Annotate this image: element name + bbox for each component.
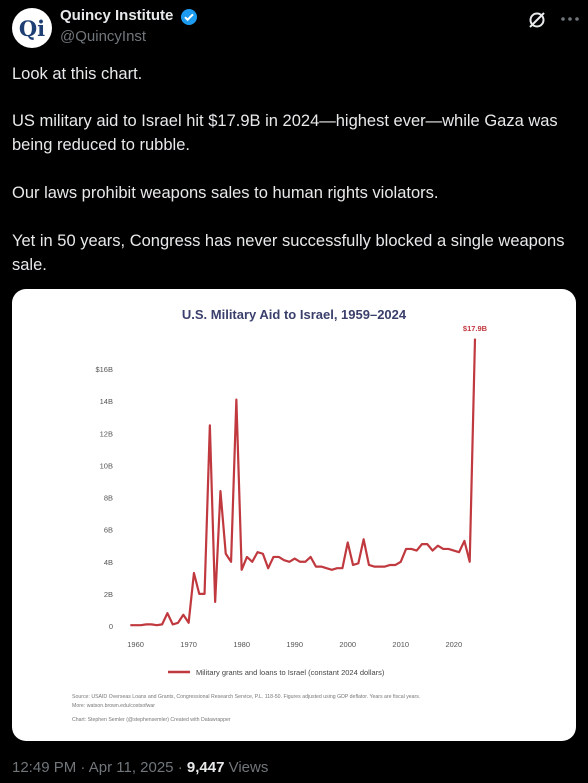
x-tick-label: 2000 <box>339 640 356 649</box>
tweet-text: Look at this chart. <box>12 65 143 83</box>
credit-note: Chart: Stephen Semler (@stephensemler) C… <box>72 717 231 723</box>
y-tick-label: 2B <box>104 590 113 599</box>
x-tick-label: 1980 <box>233 640 250 649</box>
y-tick-label: 8B <box>104 494 113 503</box>
x-tick-label: 2010 <box>392 640 409 649</box>
y-tick-label: 4B <box>104 558 113 567</box>
author-handle[interactable]: @QuincyInst <box>60 28 147 45</box>
source-note: Source: USAID Overseas Loans and Grants,… <box>72 694 420 700</box>
y-tick-label: 10B <box>100 461 113 470</box>
grok-icon[interactable] <box>527 10 547 30</box>
chart-title: U.S. Military Aid to Israel, 1959–2024 <box>182 307 407 322</box>
date[interactable]: Apr 11, 2025 <box>88 759 174 776</box>
separator: · <box>80 759 86 776</box>
x-tick-label: 2020 <box>445 640 462 649</box>
tweet-meta: 12:49 PM · Apr 11, 2025 · 9,447 Views <box>12 759 268 776</box>
annotation: $17.9B <box>463 324 488 333</box>
time[interactable]: 12:49 PM <box>12 759 77 776</box>
legend-label: Military grants and loans to Israel (con… <box>196 668 385 677</box>
y-tick-label: $16B <box>95 365 113 374</box>
x-tick-label: 1970 <box>180 640 197 649</box>
chart-image[interactable]: U.S. Military Aid to Israel, 1959–2024 0… <box>12 289 576 741</box>
tweet-text: US military aid to Israel hit $17.9B in … <box>12 112 558 154</box>
y-tick-label: 0 <box>109 622 113 631</box>
x-tick-label: 1960 <box>127 640 144 649</box>
x-tick-label: 1990 <box>286 640 303 649</box>
author-name[interactable]: Quincy Institute <box>60 7 174 24</box>
data-line <box>130 338 477 627</box>
tweet-text: Yet in 50 years, Congress has never succ… <box>12 232 565 274</box>
y-tick-label: 6B <box>104 526 113 535</box>
source-note: More: watson.brown.edu/costsofwar <box>72 703 155 709</box>
more-menu[interactable] <box>560 14 580 24</box>
separator: · <box>177 759 183 776</box>
tweet-text: Our laws prohibit weapons sales to human… <box>12 184 439 202</box>
views-label: Views <box>228 759 269 776</box>
chart: U.S. Military Aid to Israel, 1959–2024 0… <box>72 307 488 723</box>
verified-badge <box>181 9 197 25</box>
avatar[interactable]: Qi <box>12 8 52 48</box>
y-tick-label: 12B <box>100 429 113 438</box>
view-count: 9,447 <box>186 759 225 776</box>
y-tick-label: 14B <box>100 397 113 406</box>
